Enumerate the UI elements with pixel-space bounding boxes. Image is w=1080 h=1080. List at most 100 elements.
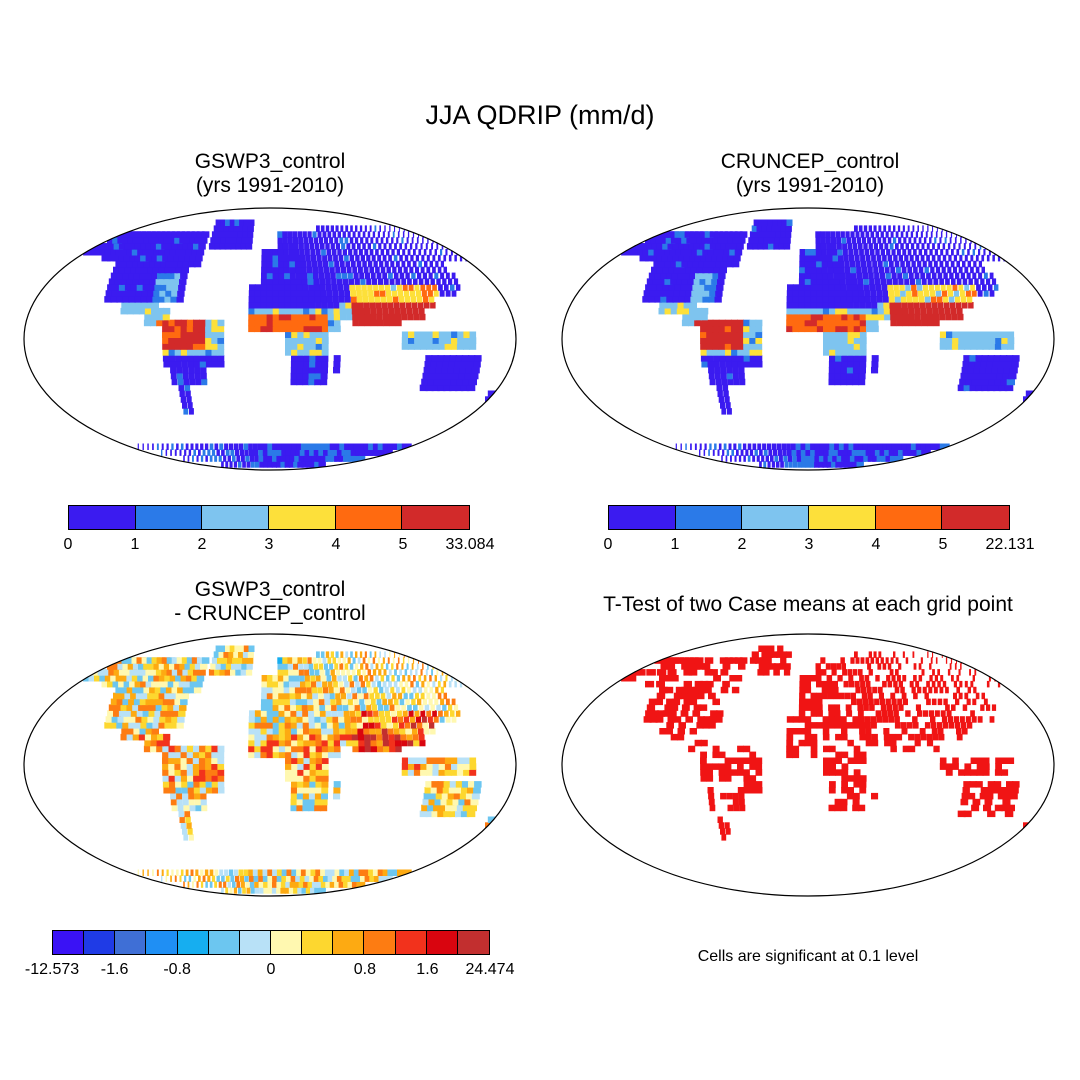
grid-cell xyxy=(786,443,791,450)
grid-cell xyxy=(397,716,404,723)
grid-cell xyxy=(843,461,851,468)
grid-cell xyxy=(347,272,353,280)
grid-cell xyxy=(314,669,320,676)
grid-cell xyxy=(732,792,739,800)
grid-cell xyxy=(694,657,704,664)
grid-cell xyxy=(178,680,187,688)
grid-cell xyxy=(875,657,879,664)
grid-cell xyxy=(976,337,984,344)
grid-cell xyxy=(970,254,974,262)
grid-cell xyxy=(730,343,738,350)
grid-cell xyxy=(161,278,170,285)
grid-cell xyxy=(299,249,305,256)
grid-cell xyxy=(652,278,661,285)
grid-cell xyxy=(934,710,940,717)
grid-cell xyxy=(932,733,939,741)
grid-cell xyxy=(180,822,186,829)
grid-cell xyxy=(199,781,206,788)
grid-cell xyxy=(289,698,296,706)
grid-cell xyxy=(180,757,188,764)
grid-cell xyxy=(350,290,356,297)
grid-cell xyxy=(334,443,343,450)
grid-cell xyxy=(266,680,273,688)
grid-cell xyxy=(254,722,262,729)
grid-cell xyxy=(867,455,876,462)
grid-cell xyxy=(889,302,896,309)
grid-cell xyxy=(903,272,908,280)
grid-cell xyxy=(688,313,696,321)
grid-cell xyxy=(233,443,239,450)
grid-cell xyxy=(404,680,409,688)
grid-cell xyxy=(881,455,890,462)
grid-cell xyxy=(177,290,185,297)
grid-cell xyxy=(799,675,806,682)
grid-cell xyxy=(313,272,319,280)
grid-cell xyxy=(238,651,245,658)
grid-cell xyxy=(883,733,890,741)
grid-cell xyxy=(852,722,859,729)
grid-cell xyxy=(921,278,927,285)
grid-cell xyxy=(332,716,339,723)
grid-cell xyxy=(294,260,301,268)
grid-cell xyxy=(309,733,316,741)
grid-cell xyxy=(278,745,286,753)
grid-cell xyxy=(985,366,994,374)
grid-cell xyxy=(451,716,457,723)
grid-cell xyxy=(329,455,338,462)
grid-cell xyxy=(224,243,232,250)
grid-cell xyxy=(822,278,829,285)
grid-cell xyxy=(407,313,414,321)
grid-cell xyxy=(289,455,296,462)
grid-cell xyxy=(946,710,952,717)
grid-cell xyxy=(260,307,268,315)
grid-cell xyxy=(932,651,934,658)
colorbar-tick-label: 5 xyxy=(398,536,408,553)
grid-cell xyxy=(121,675,131,682)
grid-cell xyxy=(834,804,842,812)
grid-cell xyxy=(146,296,154,303)
grid-cell xyxy=(329,237,334,244)
grid-cell xyxy=(330,669,335,676)
grid-cell xyxy=(694,680,703,688)
grid-cell xyxy=(870,716,877,723)
grid-cell xyxy=(933,313,940,321)
grid-cell xyxy=(630,243,641,250)
grid-cell xyxy=(422,372,431,380)
grid-cell xyxy=(768,243,775,250)
grid-cell xyxy=(266,716,274,723)
grid-cell xyxy=(913,249,917,256)
grid-cell xyxy=(97,243,108,250)
grid-cell xyxy=(346,875,355,882)
grid-cell xyxy=(834,278,841,285)
grid-cell xyxy=(174,237,183,244)
grid-cell xyxy=(712,349,720,356)
grid-cell xyxy=(729,231,738,238)
grid-cell xyxy=(285,455,292,462)
grid-cell xyxy=(341,698,348,706)
grid-cell xyxy=(884,313,891,321)
grid-cell xyxy=(429,249,432,256)
grid-cell xyxy=(823,449,830,456)
grid-cell xyxy=(720,792,727,800)
grid-cell xyxy=(859,675,864,682)
grid-cell xyxy=(348,443,357,450)
grid-cell xyxy=(975,355,983,362)
grid-cell xyxy=(749,355,757,362)
grid-cell xyxy=(908,313,915,321)
grid-cell xyxy=(418,249,422,256)
grid-cell xyxy=(320,722,327,729)
grid-cell xyxy=(471,366,480,374)
grid-cell xyxy=(673,716,682,723)
grid-cell xyxy=(719,266,727,274)
grid-cell xyxy=(841,769,849,776)
grid-cell xyxy=(320,243,325,250)
grid-cell xyxy=(444,343,452,350)
grid-cell xyxy=(449,810,458,818)
grid-cell xyxy=(894,716,900,723)
grid-cell xyxy=(904,254,909,262)
grid-cell xyxy=(664,675,674,682)
grid-cell xyxy=(992,361,1001,368)
grid-cell xyxy=(215,645,223,652)
grid-cell xyxy=(771,225,778,232)
grid-cell xyxy=(320,296,327,303)
